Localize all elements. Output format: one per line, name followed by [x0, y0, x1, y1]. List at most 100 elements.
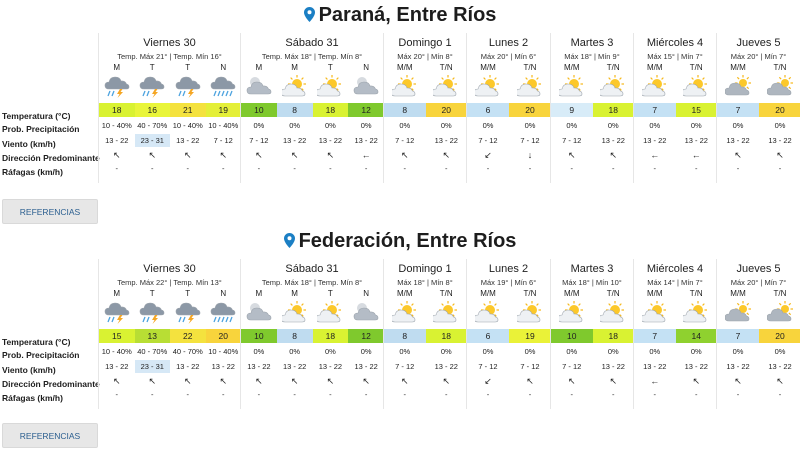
precip-probability: 10 - 40% [101, 121, 132, 130]
temperature-value: 6 [467, 103, 509, 117]
time-slot: T/N 20 0% 7 - 12 ↓ - [509, 33, 551, 183]
day-column: Martes 3 Máx 18° | Mín 10° M/M 10 0% 7 - 12 ↖ -… [550, 259, 634, 409]
day-name: Domingo 1 [398, 263, 452, 275]
temperature-value: 14 [675, 329, 717, 343]
slot-label: M/M [646, 63, 663, 72]
slot-label: M [255, 63, 263, 72]
row-label-precip: Prob. Precipitación [2, 350, 80, 360]
gust-value: - [222, 390, 225, 399]
sun-cloud-icon [316, 300, 343, 324]
time-slot: M/M 9 0% 7 - 12 ↖ - [551, 33, 593, 183]
wind-speed: 13 - 22 [434, 136, 458, 145]
wind-direction-arrow-icon: ↖ [326, 150, 335, 160]
row-label-wind: Viento (km/h) [2, 139, 56, 149]
temperature-value: 18 [312, 103, 349, 117]
time-slot: T 18 0% 13 - 22 ↖ - [312, 33, 349, 183]
precip-probability: 0% [607, 121, 619, 130]
time-slot: M/M 7 0% 13 - 22 ← - [634, 259, 676, 409]
wind-speed: 13 - 22 [643, 136, 667, 145]
sun-cloud-icon [515, 300, 543, 324]
gust-value: - [186, 390, 190, 399]
precip-probability: 0% [324, 121, 336, 130]
precip-probability: 0% [690, 347, 702, 356]
row-label-direction: Dirección Predominante [2, 153, 100, 163]
day-min-max: Máx 14° | Mín 7° [647, 278, 703, 287]
gust-value: - [612, 164, 615, 173]
gust-value: - [257, 390, 261, 399]
wind-speed: 13 - 22 [434, 362, 458, 371]
wind-direction-arrow-icon: ↖ [112, 150, 121, 160]
gust-value: - [778, 390, 782, 399]
day-min-max: Máx 20° | Mín 6° [480, 52, 537, 61]
time-slot: M/M 8 0% 7 - 12 ↖ - [384, 33, 426, 183]
slot-label: M [291, 289, 298, 298]
day-name: Lunes 2 [488, 263, 529, 275]
slot-label: T/N [439, 63, 453, 72]
gust-value: - [364, 390, 368, 399]
time-slot: T/N 18 0% 13 - 22 ↖ - [592, 259, 634, 409]
precip-probability: 0% [440, 121, 452, 130]
day-column: Jueves 5 Máx 20° | Mín 7° M/M 7 0% 13 - 22 ↖ - T… [716, 259, 800, 409]
temperature-value: 22 [170, 329, 206, 343]
referencias-button[interactable]: REFERENCIAS [2, 199, 98, 224]
slot-label: M/M [480, 63, 496, 72]
wind-speed: 13 - 22 [354, 362, 378, 371]
temperature-value: 18 [312, 329, 349, 343]
day-min-max: Máx 18° | Mín 8° [397, 278, 453, 287]
precip-probability: 0% [649, 347, 661, 356]
temperature-value: 8 [384, 103, 426, 117]
gust-value: - [528, 164, 532, 173]
wind-speed: 7 - 12 [478, 136, 498, 145]
wind-speed: 13 - 22 [105, 136, 129, 145]
wind-direction-arrow-icon: ↖ [400, 150, 409, 160]
sun-cloud-icon [280, 74, 308, 98]
temperature-value: 18 [592, 103, 634, 117]
wind-speed: 13 - 22 [768, 136, 792, 145]
temperature-value: 7 [717, 103, 759, 117]
slot-label: T/N [523, 289, 537, 298]
cloud-sun-icon [766, 300, 793, 324]
wind-direction-arrow-icon: ↖ [442, 150, 451, 160]
slot-label: M [113, 63, 121, 72]
wind-speed: 13 - 22 [768, 362, 792, 371]
wind-speed: 23 - 31 [134, 134, 170, 147]
wind-speed: 7 - 12 [520, 136, 540, 145]
location-title: Federación, Entre Ríos [0, 226, 800, 256]
day-name: Miércoles 4 [646, 37, 704, 49]
time-slot: T/N 20 0% 13 - 22 ↖ - [759, 33, 800, 183]
time-slot: T 16 40 - 70% 23 - 31 ↖ - [134, 33, 170, 183]
sun-cloud-icon [557, 74, 585, 98]
wind-direction-arrow-icon: ← [691, 150, 701, 160]
wind-direction-arrow-icon: ↖ [183, 150, 192, 160]
gust-value: - [695, 390, 698, 399]
sun-cloud-icon [598, 300, 626, 324]
day-min-max: Máx 15° | Mín 7° [647, 52, 703, 61]
row-labels: Temperatura (°C) Prob. Precipitación Vient… [0, 259, 100, 409]
sun-cloud-icon [640, 300, 668, 324]
wind-direction-arrow-icon: ↖ [776, 376, 784, 386]
slot-label: T/N [523, 63, 537, 72]
time-slot: N 20 10 - 40% 13 - 22 ↖ - [205, 259, 241, 409]
cloud-sun-icon [724, 300, 751, 324]
wind-speed: 13 - 22 [601, 362, 625, 371]
day-column: Sábado 31 Temp. Máx 18° | Temp. Mín 8° M 10… [240, 259, 384, 409]
wind-direction-arrow-icon: ↖ [255, 376, 263, 386]
slot-label: M/M [563, 289, 580, 298]
time-slot: N 12 0% 13 - 22 ← - [348, 33, 384, 183]
temperature-value: 7 [634, 329, 676, 343]
temperature-value: 8 [276, 103, 313, 117]
wind-speed: 13 - 22 [684, 362, 708, 371]
sun-cloud-icon [431, 300, 459, 324]
precip-probability: 0% [732, 347, 744, 356]
day-min-max: Temp. Máx 22° | Temp. Mín 13° [117, 278, 222, 287]
slot-label: T/N [773, 63, 787, 72]
slot-label: M/M [480, 289, 496, 298]
day-column: Domingo 1 Máx 20° | Mín 8° M/M 8 0% 7 - 12 ↖ - T… [383, 33, 467, 183]
referencias-button[interactable]: REFERENCIAS [2, 423, 98, 448]
precip-probability: 0% [607, 347, 619, 356]
slot-label: N [363, 289, 370, 298]
row-label-temperature: Temperatura (°C) [2, 337, 71, 347]
day-column: Sábado 31 Temp. Máx 18° | Temp. Mín 8° M 10… [240, 33, 384, 183]
day-name: Miércoles 4 [646, 263, 704, 275]
day-name: Viernes 30 [143, 37, 196, 49]
